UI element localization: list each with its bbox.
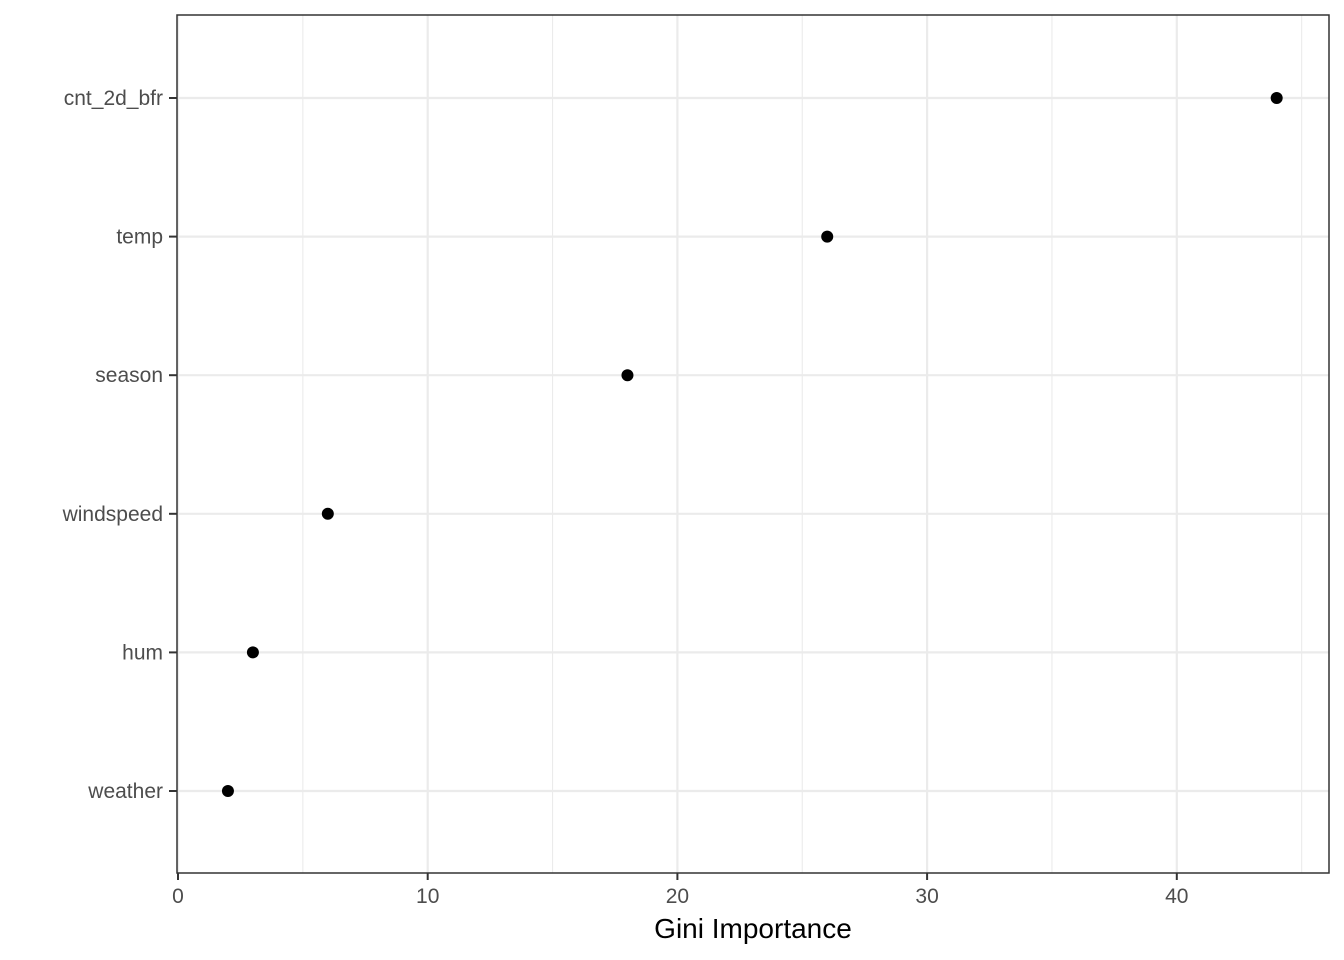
data-point-temp <box>821 230 834 243</box>
x-tick-label: 20 <box>666 885 689 908</box>
y-tick-label-hum: hum <box>122 641 163 664</box>
y-tick-label-cnt_2d_bfr: cnt_2d_bfr <box>64 87 163 110</box>
points-layer <box>221 92 1283 797</box>
data-point-season <box>621 369 634 382</box>
y-tick-label-temp: temp <box>116 226 163 249</box>
data-point-cnt_2d_bfr <box>1270 92 1283 104</box>
y-tick-label-windspeed: windspeed <box>62 503 163 526</box>
plot-panel-border <box>176 14 1330 874</box>
x-tick-label: 0 <box>172 885 184 908</box>
y-tick-label-season: season <box>95 364 163 387</box>
grid-layer <box>176 15 1329 873</box>
data-point-hum <box>246 646 259 659</box>
data-point-windspeed <box>321 507 334 520</box>
x-tick-label: 30 <box>915 885 938 908</box>
x-tick-label: 40 <box>1165 885 1188 908</box>
x-tick-label: 10 <box>416 885 439 908</box>
y-tick-label-weather: weather <box>87 780 163 803</box>
x-axis-title: Gini Importance <box>654 913 852 944</box>
data-point-weather <box>221 785 234 797</box>
